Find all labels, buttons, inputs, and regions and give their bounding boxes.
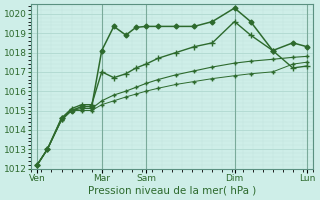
X-axis label: Pression niveau de la mer( hPa ): Pression niveau de la mer( hPa ) [88, 186, 256, 196]
